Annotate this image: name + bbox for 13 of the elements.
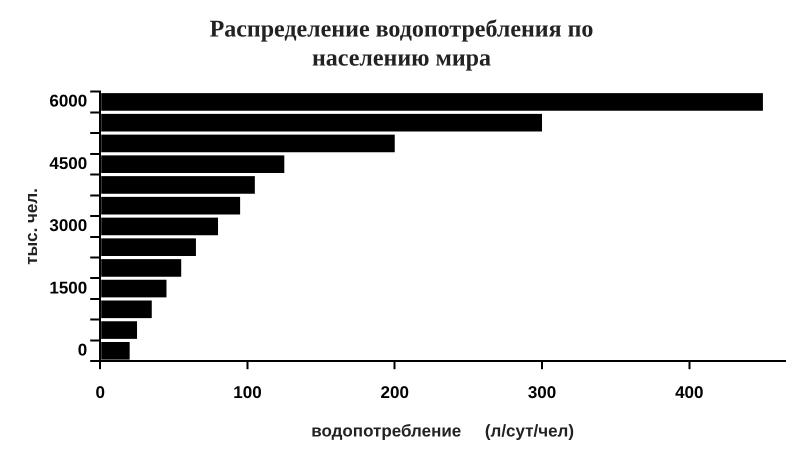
- x-axis-title: водопотребление (л/сут/чел): [311, 421, 574, 440]
- y-tick-label: 4500: [49, 154, 88, 173]
- x-tick-label: 300: [528, 383, 556, 402]
- x-tick-label: 100: [233, 383, 262, 402]
- x-tick-label: 200: [380, 383, 409, 402]
- x-tick-label: 400: [675, 383, 704, 402]
- chart-title: Распределение водопотребления по населению мира: [210, 16, 594, 72]
- y-tick-label: 6000: [49, 92, 88, 111]
- x-tick-label: 0: [95, 383, 105, 402]
- y-tick-label: 0: [78, 340, 88, 360]
- y-axis-title: тыс. чел.: [22, 188, 41, 265]
- y-tick-label: 3000: [49, 216, 88, 236]
- y-tick-label: 1500: [49, 278, 88, 298]
